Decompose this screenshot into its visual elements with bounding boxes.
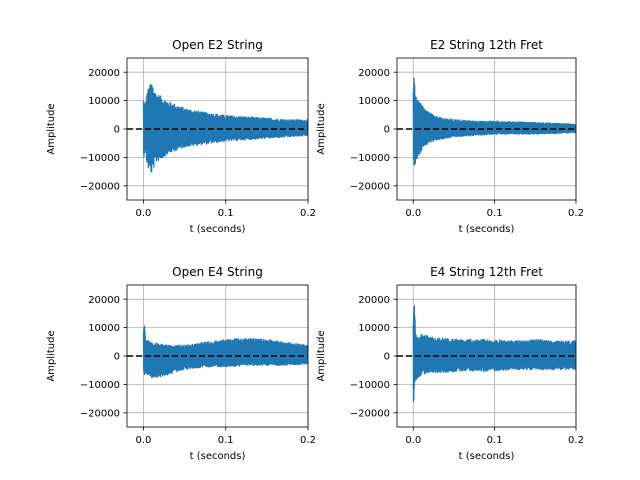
y-tick-label: 0 xyxy=(384,125,390,136)
y-tick-label: 20000 xyxy=(88,68,120,79)
subplot-3: 0.0 0.1 0.2 −20000 −10000 0 10000 20000 Open E4 … xyxy=(46,265,316,462)
subplot-title: Open E4 String xyxy=(172,265,263,279)
subplot-title: E2 String 12th Fret xyxy=(430,38,543,52)
x-tick-label: 0.0 xyxy=(405,435,421,446)
x-tick-label: 0.1 xyxy=(218,435,234,446)
x-axis-label: t (seconds) xyxy=(190,224,246,235)
y-tick-label: −20000 xyxy=(350,181,390,192)
x-tick-label: 0.0 xyxy=(136,208,152,219)
y-tick-label: 10000 xyxy=(358,323,390,334)
y-axis-label: Amplitude xyxy=(316,103,327,154)
x-tick-label: 0.1 xyxy=(218,208,234,219)
signal-line xyxy=(142,84,308,173)
y-tick-label: 10000 xyxy=(358,96,390,107)
subplot-title: Open E2 String xyxy=(172,38,263,52)
x-tick-label: 0.2 xyxy=(568,435,584,446)
x-tick-label: 0.2 xyxy=(300,208,316,219)
x-tick-label: 0.0 xyxy=(405,208,421,219)
y-tick-label: −20000 xyxy=(350,408,390,419)
x-axis-label: t (seconds) xyxy=(190,451,246,462)
y-tick-label: 0 xyxy=(384,352,390,363)
y-tick-label: −10000 xyxy=(80,380,120,391)
y-tick-label: 10000 xyxy=(88,323,120,334)
y-axis-label: Amplitude xyxy=(46,330,57,381)
y-tick-label: 20000 xyxy=(88,295,120,306)
y-tick-label: −10000 xyxy=(350,153,390,164)
subplot-1: 0.0 0.1 0.2 −20000 −10000 0 10000 20000 Open E2 … xyxy=(46,38,316,235)
y-tick-label: 0 xyxy=(114,125,120,136)
x-axis-label: t (seconds) xyxy=(459,224,515,235)
y-tick-label: −20000 xyxy=(80,408,120,419)
signal-line xyxy=(412,77,576,166)
x-tick-label: 0.1 xyxy=(487,435,503,446)
signal-line xyxy=(412,305,576,403)
y-tick-label: 10000 xyxy=(88,96,120,107)
y-tick-label: 20000 xyxy=(358,68,390,79)
y-axis-label: Amplitude xyxy=(316,330,327,381)
y-tick-label: 0 xyxy=(114,352,120,363)
y-tick-label: −20000 xyxy=(80,181,120,192)
subplot-4: 0.0 0.1 0.2 −20000 −10000 0 10000 20000 E4 Strin… xyxy=(316,265,584,462)
y-tick-label: 20000 xyxy=(358,295,390,306)
subplot-title: E4 String 12th Fret xyxy=(430,265,543,279)
y-tick-label: −10000 xyxy=(350,380,390,391)
x-tick-label: 0.2 xyxy=(568,208,584,219)
y-tick-label: −10000 xyxy=(80,153,120,164)
subplot-2: 0.0 0.1 0.2 −20000 −10000 0 10000 20000 E2 Strin… xyxy=(316,38,584,235)
x-axis-label: t (seconds) xyxy=(459,451,515,462)
y-axis-label: Amplitude xyxy=(46,103,57,154)
x-tick-label: 0.1 xyxy=(487,208,503,219)
signal-line xyxy=(142,325,308,379)
x-tick-label: 0.0 xyxy=(136,435,152,446)
x-tick-label: 0.2 xyxy=(300,435,316,446)
